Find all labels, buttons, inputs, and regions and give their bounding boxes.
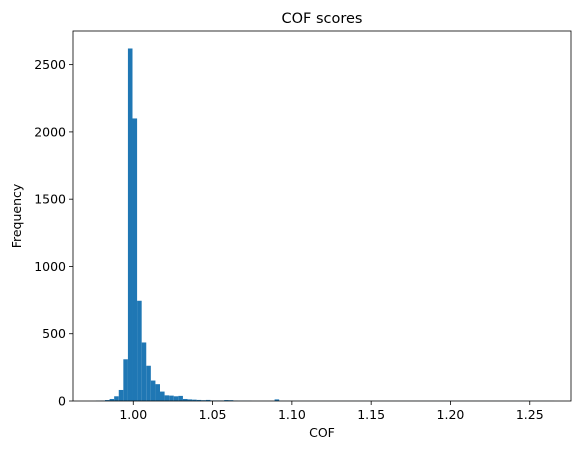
chart-title: COF scores [281, 11, 362, 27]
x-tick-label: 1.25 [516, 407, 544, 422]
histogram-bar [118, 389, 124, 401]
histogram-bar [150, 380, 156, 401]
y-tick-label: 1000 [34, 259, 66, 274]
histogram-bar [187, 399, 193, 401]
y-tick-label: 0 [58, 394, 66, 409]
histogram-bar [146, 365, 151, 401]
histogram-bar [114, 396, 119, 401]
histogram-bar [201, 400, 206, 401]
y-tick-label: 2000 [34, 124, 66, 139]
y-tick-label: 500 [42, 326, 66, 341]
histogram-bar [228, 400, 234, 401]
histogram-bar [173, 396, 179, 401]
x-tick-label: 1.20 [437, 407, 465, 422]
histogram-bar [224, 400, 229, 401]
x-tick-label: 1.00 [119, 407, 147, 422]
histogram-bar [109, 398, 115, 401]
histogram-bar [137, 300, 142, 401]
histogram-bar [205, 399, 211, 401]
histogram-bar [182, 398, 188, 401]
histogram-bar [192, 399, 197, 401]
histogram-bar [178, 395, 183, 401]
x-tick-label: 1.15 [357, 407, 385, 422]
x-axis-label: COF [309, 425, 335, 440]
histogram-bar [105, 400, 110, 401]
histogram-bar [155, 384, 160, 401]
histogram-bar [196, 399, 202, 401]
histogram-bar [274, 399, 280, 401]
histogram-bar [132, 118, 138, 401]
histogram-bar [127, 48, 133, 402]
y-tick-label: 1500 [34, 192, 66, 207]
y-axis-label: Frequency [9, 183, 24, 248]
histogram-bar [160, 391, 165, 401]
x-tick-label: 1.05 [199, 407, 227, 422]
plot-frame [72, 30, 572, 402]
y-tick-label: 2500 [34, 57, 66, 72]
histogram-bar [123, 359, 128, 401]
histogram-bar [164, 395, 170, 401]
axes-layer: 1.00 1.05 1.10 1.15 1.20 1.25 0 500 1000 1500 2000… [34, 30, 572, 422]
x-tick-label: 1.10 [278, 407, 306, 422]
histogram-bar [169, 395, 174, 401]
histogram-bar [141, 342, 147, 401]
